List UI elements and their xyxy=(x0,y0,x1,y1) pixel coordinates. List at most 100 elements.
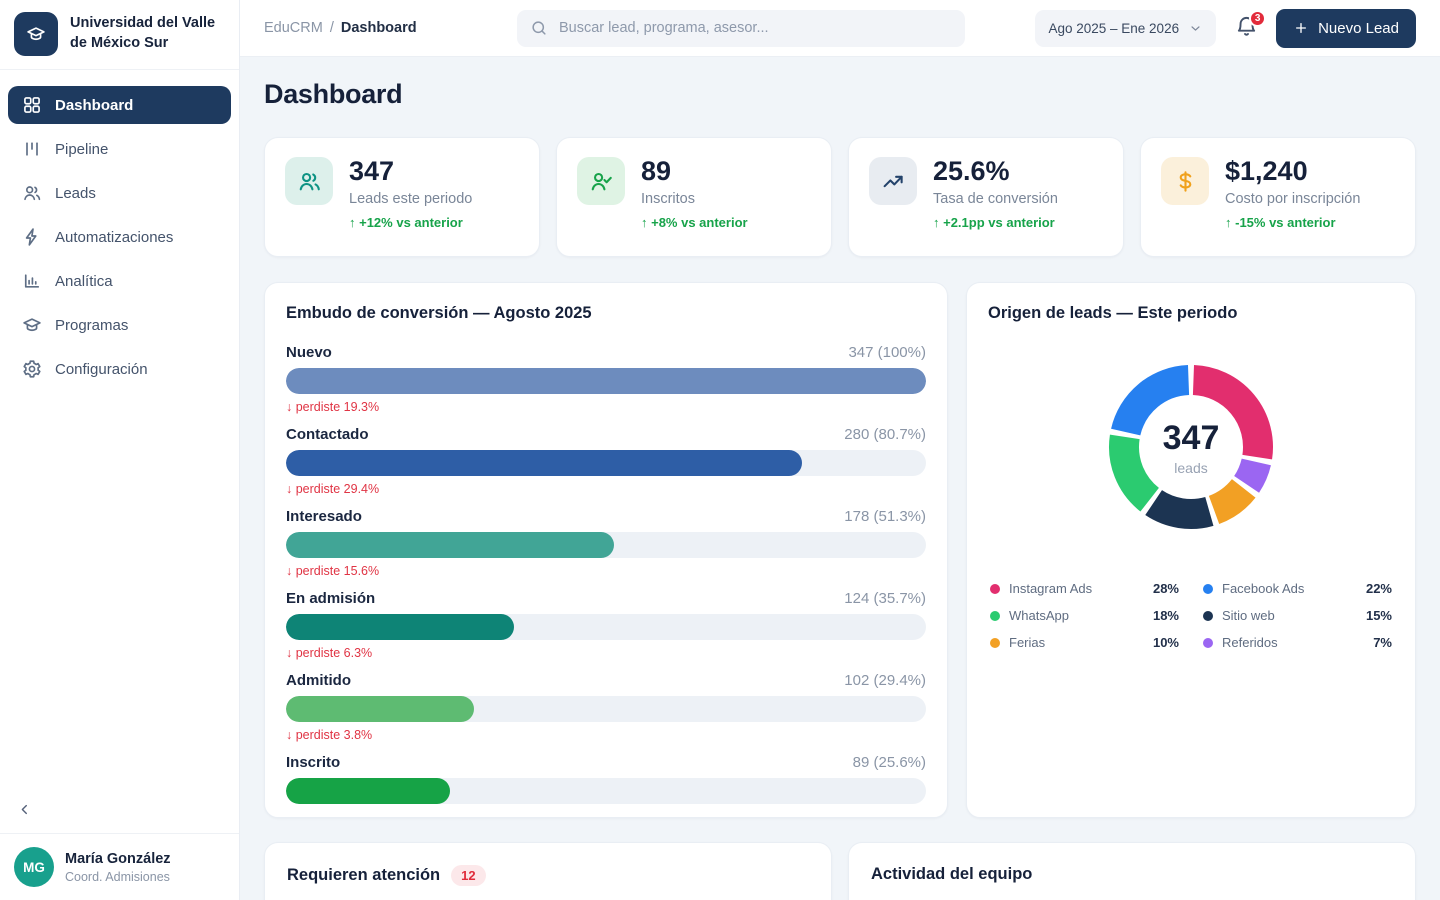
notification-badge: 3 xyxy=(1249,10,1267,27)
date-range-selector[interactable]: Ago 2025 – Ene 2026 xyxy=(1035,9,1217,47)
breadcrumb-app[interactable]: EduCRM xyxy=(264,20,323,36)
notifications-button[interactable]: 3 xyxy=(1233,10,1267,41)
funnel-bar-fill xyxy=(286,450,803,476)
funnel-stage-label: En admisión xyxy=(286,590,376,607)
kpi-value: 25.6% xyxy=(933,156,1010,186)
users-icon xyxy=(285,157,333,205)
search-icon xyxy=(530,19,548,37)
sidebar-item-label: Pipeline xyxy=(55,140,109,158)
funnel-bar-track xyxy=(286,532,926,558)
funnel-stage-admitido: Admitido 102 (29.4%) ↓ perdiste 3.8% xyxy=(286,672,926,742)
funnel-bar-fill xyxy=(286,368,926,394)
legend-pct: 10% xyxy=(1152,635,1179,650)
bolt-icon xyxy=(22,227,42,247)
donut-legend: Instagram Ads 28% Facebook Ads 22% WhatsApp 1… xyxy=(988,581,1394,650)
search-input[interactable] xyxy=(557,19,952,37)
funnel-bar-track xyxy=(286,696,926,722)
funnel-stage-label: Nuevo xyxy=(286,344,332,361)
users-icon xyxy=(22,183,42,203)
chevron-down-icon xyxy=(1188,21,1203,36)
avatar: MG xyxy=(14,847,54,887)
date-range-label: Ago 2025 – Ene 2026 xyxy=(1048,20,1180,36)
funnel-bar-fill xyxy=(286,532,615,558)
team-activity-title: Actividad del equipo xyxy=(871,865,1033,883)
donut-segment-sitio-web xyxy=(1145,489,1214,529)
breadcrumb-page: Dashboard xyxy=(340,20,417,36)
graduation-cap-icon xyxy=(26,24,46,44)
funnel-stage-value: 178 (51.3%) xyxy=(844,508,926,525)
funnel-bar-track xyxy=(286,614,926,640)
funnel-stage-loss: ↓ perdiste 3.8% xyxy=(286,728,373,742)
sidebar-item-label: Automatizaciones xyxy=(55,228,174,246)
org-name: Universidad del Valle de México Sur xyxy=(70,15,216,51)
legend-pct: 18% xyxy=(1152,608,1179,623)
legend-item-sitio-web: Sitio web 15% xyxy=(1203,608,1392,623)
donut-segment-referidos xyxy=(1233,457,1271,493)
donut-segment-facebook-ads xyxy=(1111,365,1190,437)
donut-segment-ferias xyxy=(1208,478,1256,525)
sidebar-item-pipeline[interactable]: Pipeline xyxy=(8,130,231,168)
donut-segment-whatsapp xyxy=(1109,434,1160,512)
plus-icon xyxy=(1293,20,1309,36)
lead-sources-card: Origen de leads — Este periodo 347 leads… xyxy=(966,282,1416,818)
sidebar-collapse-button[interactable] xyxy=(16,801,33,821)
funnel-stage-label: Contactado xyxy=(286,426,369,443)
sidebar-item-label: Analítica xyxy=(55,272,113,290)
breadcrumb: EduCRM / Dashboard xyxy=(264,20,517,36)
attention-card: Requieren atención 12 xyxy=(264,842,832,900)
main: Dashboard 347 Leads este periodo ↑ +12% vs… xyxy=(240,57,1440,900)
kpi-card-leads-este-periodo: 347 Leads este periodo ↑ +12% vs anterior xyxy=(264,137,540,257)
funnel-stage-label: Interesado xyxy=(286,508,362,525)
graduation-cap-icon xyxy=(22,315,42,335)
kpi-label: Inscritos xyxy=(641,191,695,208)
bell-icon xyxy=(1235,15,1258,38)
legend-item-whatsapp: WhatsApp 18% xyxy=(990,608,1179,623)
funnel-bar-fill xyxy=(286,778,450,804)
bar-chart-icon xyxy=(22,271,42,291)
user-profile[interactable]: MG María González Coord. Admisiones xyxy=(0,833,239,900)
funnel-stage-inscrito: Inscrito 89 (25.6%) xyxy=(286,754,926,804)
legend-pct: 28% xyxy=(1152,581,1179,596)
sidebar-item-dashboard[interactable]: Dashboard xyxy=(8,86,231,124)
dollar-icon xyxy=(1161,157,1209,205)
sidebar: Universidad del Valle de México Sur Dash… xyxy=(0,0,240,900)
legend-label: Facebook Ads xyxy=(1222,581,1305,596)
sidebar-item-label: Programas xyxy=(55,316,129,334)
sidebar-item-label: Configuración xyxy=(55,360,148,378)
legend-dot xyxy=(990,637,1000,648)
funnel-chart: Nuevo 347 (100%) ↓ perdiste 19.3% Contactad… xyxy=(286,344,926,804)
topbar: EduCRM / Dashboard Ago 2025 – Ene 2026 3 xyxy=(240,0,1440,57)
legend-label: Sitio web xyxy=(1222,608,1275,623)
legend-label: WhatsApp xyxy=(1009,608,1069,623)
content-area: EduCRM / Dashboard Ago 2025 – Ene 2026 3 xyxy=(240,0,1440,900)
funnel-stage-nuevo: Nuevo 347 (100%) ↓ perdiste 19.3% xyxy=(286,344,926,414)
charts-row: Embudo de conversión — Agosto 2025 Nuevo… xyxy=(264,282,1416,818)
legend-label: Referidos xyxy=(1222,635,1278,650)
sidebar-item-configuracion[interactable]: Configuración xyxy=(8,350,231,388)
legend-dot xyxy=(990,583,1000,594)
sidebar-item-programas[interactable]: Programas xyxy=(8,306,231,344)
sidebar-item-automatizaciones[interactable]: Automatizaciones xyxy=(8,218,231,256)
legend-pct: 7% xyxy=(1373,635,1392,650)
funnel-stage-value: 280 (80.7%) xyxy=(844,426,926,443)
funnel-stage-value: 89 (25.6%) xyxy=(852,754,926,771)
funnel-stage-en-admision: En admisión 124 (35.7%) ↓ perdiste 6.3% xyxy=(286,590,926,660)
kpi-row: 347 Leads este periodo ↑ +12% vs anterior 8… xyxy=(264,137,1416,257)
legend-dot xyxy=(990,610,1000,621)
kpi-delta: ↑ +8% vs anterior xyxy=(641,215,748,231)
kpi-card-tasa-de-conversion: 25.6% Tasa de conversión ↑ +2.1pp vs anter… xyxy=(848,137,1124,257)
funnel-bar-fill xyxy=(286,614,515,640)
gear-icon xyxy=(22,359,42,379)
search-bar[interactable] xyxy=(517,9,965,47)
sidebar-item-analitica[interactable]: Analítica xyxy=(8,262,231,300)
kanban-icon xyxy=(22,139,42,159)
grid-icon xyxy=(22,95,42,115)
kpi-delta: ↑ +12% vs anterior xyxy=(349,215,463,231)
funnel-title: Embudo de conversión — Agosto 2025 xyxy=(286,304,592,322)
funnel-stage-loss: ↓ perdiste 15.6% xyxy=(286,564,380,578)
new-lead-button[interactable]: Nuevo Lead xyxy=(1276,8,1416,48)
sidebar-item-leads[interactable]: Leads xyxy=(8,174,231,212)
sidebar-footer: MG María González Coord. Admisiones xyxy=(0,801,239,900)
legend-item-ferias: Ferias 10% xyxy=(990,635,1179,650)
funnel-stage-label: Inscrito xyxy=(286,754,341,771)
